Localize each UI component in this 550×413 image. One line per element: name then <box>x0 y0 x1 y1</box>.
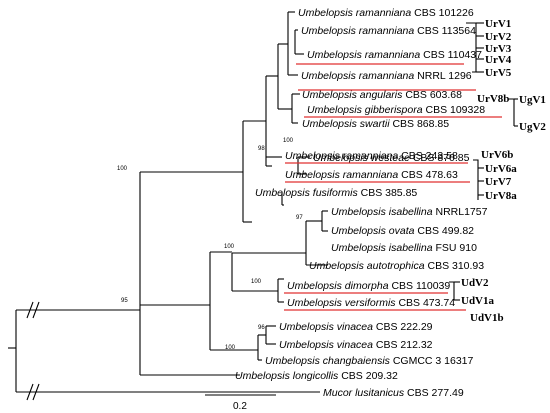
taxon-label: Umbelopsis fusiformis CBS 385.85 <box>255 187 417 199</box>
svg-text:100: 100 <box>225 345 236 351</box>
taxon-label: Umbelopsis versiformis CBS 473.74 <box>287 297 455 309</box>
scale-bar-label: 0.2 <box>233 401 247 412</box>
virus-labels: UrV1 UrV2 UrV3 UrV4 UrV5 UrV8b UgV1 UgV2… <box>461 18 546 324</box>
svg-text:UrV1: UrV1 <box>485 18 511 30</box>
taxon-label: Umbelopsis ramanniana NRRL 1296 <box>301 70 472 82</box>
taxon-label: Umbelopsis changbaiensis CGMCC 3 16317 <box>265 355 474 367</box>
scale-bar: 0.2 <box>205 394 276 412</box>
svg-text:UdV2: UdV2 <box>461 277 489 289</box>
virus-brackets <box>449 22 518 301</box>
virus-host-underlines <box>284 63 502 311</box>
taxon-label: Umbelopsis ramanniana CBS 110437 <box>307 49 482 61</box>
svg-text:95: 95 <box>121 298 128 304</box>
svg-text:100: 100 <box>283 138 294 144</box>
taxon-label: Umbelopsis swartii CBS 868.85 <box>302 118 449 130</box>
svg-text:UrV7: UrV7 <box>485 176 512 188</box>
svg-text:98: 98 <box>258 146 265 152</box>
svg-text:UrV6b: UrV6b <box>481 149 513 161</box>
taxon-label: Umbelopsis ramanniana CBS 101226 <box>298 7 474 19</box>
taxon-label: Umbelopsis vinacea CBS 212.32 <box>279 339 433 351</box>
svg-text:UgV1: UgV1 <box>519 94 546 106</box>
svg-text:UgV2: UgV2 <box>519 121 546 133</box>
taxon-label: Umbelopsis ramanniana CBS 478.63 <box>285 169 458 181</box>
svg-text:100: 100 <box>224 244 235 250</box>
svg-text:UrV5: UrV5 <box>485 67 512 79</box>
taxon-label: Umbelopsis gibberispora CBS 109328 <box>307 104 485 116</box>
taxon-label: Umbelopsis ovata CBS 499.82 <box>331 225 474 237</box>
branches <box>139 11 328 376</box>
svg-text:UrV6a: UrV6a <box>485 163 517 175</box>
bootstrap-values: 100 98 100 97 100 100 95 96 100 <box>117 138 303 351</box>
taxon-label: Umbelopsis angularis CBS 603.68 <box>302 89 462 101</box>
svg-text:UrV2: UrV2 <box>485 31 512 43</box>
taxon-label: Umbelopsis longicollis CBS 209.32 <box>235 370 398 382</box>
taxon-label: Umbelopsis isabellina FSU 910 <box>331 242 477 254</box>
taxon-label: Umbelopsis ramanniana CBS 243.58 <box>285 150 458 162</box>
svg-text:96: 96 <box>258 325 265 331</box>
svg-text:UrV3: UrV3 <box>485 43 512 55</box>
svg-text:100: 100 <box>251 279 262 285</box>
taxon-label: Umbelopsis isabellina NRRL1757 <box>331 206 488 218</box>
taxon-label: Umbelopsis dimorpha CBS 110039 <box>287 280 450 292</box>
taxon-labels: Umbelopsis ramanniana CBS 101226 Umbelop… <box>235 7 488 399</box>
svg-text:UrV8a: UrV8a <box>485 190 517 202</box>
taxon-label: Umbelopsis vinacea CBS 222.29 <box>279 321 433 333</box>
svg-text:100: 100 <box>117 166 128 172</box>
svg-text:UdV1a: UdV1a <box>461 295 495 307</box>
taxon-label: Mucor lusitanicus CBS 277.49 <box>323 387 464 399</box>
svg-text:UrV4: UrV4 <box>485 54 512 66</box>
tree-root <box>8 309 320 393</box>
svg-text:97: 97 <box>296 215 303 221</box>
taxon-label: Umbelopsis autotrophica CBS 310.93 <box>309 260 484 272</box>
taxon-label: Umbelopsis ramanniana CBS 113564 <box>301 25 476 37</box>
svg-text:UdV1b: UdV1b <box>470 312 504 324</box>
taxon-label: Umbelopsis westeae CBS 870.85 <box>313 152 470 164</box>
axis-break-mark <box>26 301 40 401</box>
svg-text:UrV8b: UrV8b <box>477 93 509 105</box>
